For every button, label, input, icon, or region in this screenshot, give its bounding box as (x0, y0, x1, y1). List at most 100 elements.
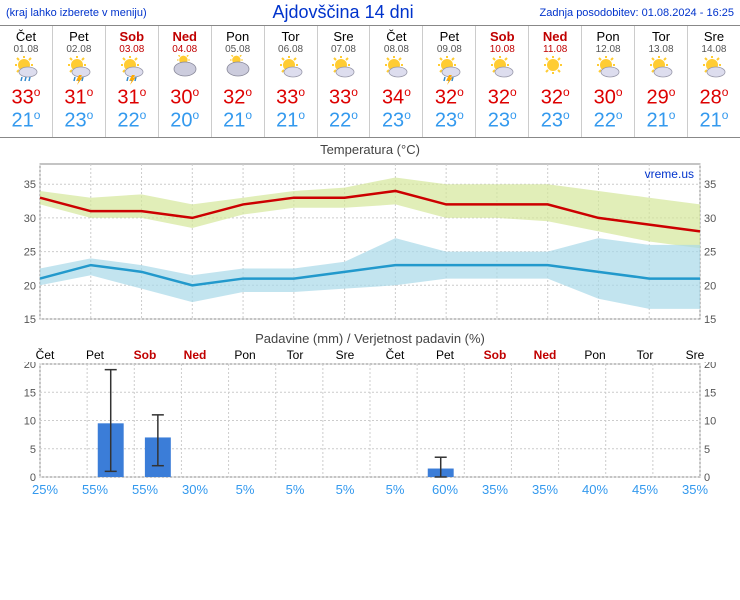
day-date: 01.08 (0, 44, 52, 55)
temp-high: 32o (212, 85, 264, 110)
temp-low: 21o (688, 108, 740, 133)
svg-text:25: 25 (24, 247, 36, 259)
day-name: Ned (159, 29, 211, 44)
precip-chart-title: Padavine (mm) / Verjetnost padavin (%) (10, 331, 730, 346)
weather-icon (106, 55, 158, 85)
svg-text:20: 20 (24, 362, 36, 371)
day-column: Pet 02.08 31o 23o (53, 26, 106, 137)
forecast-strip: Čet 01.08 33o 21o Pet 02.08 31o 23o Sob … (0, 26, 740, 137)
svg-text:20: 20 (704, 362, 716, 371)
day-name: Sre (688, 29, 740, 44)
temp-low: 23o (370, 108, 422, 133)
day-name: Sre (318, 29, 370, 44)
day-column: Tor 06.08 33o 21o (265, 26, 318, 137)
precip-probability: 60% (420, 482, 470, 497)
temp-low: 22o (318, 108, 370, 133)
precip-probability: 55% (120, 482, 170, 497)
day-date: 14.08 (688, 44, 740, 55)
weather-icon (582, 55, 634, 85)
temp-high: 33o (0, 85, 52, 110)
weather-icon (476, 55, 528, 85)
day-date: 07.08 (318, 44, 370, 55)
temp-low: 22o (582, 108, 634, 133)
svg-text:15: 15 (704, 314, 716, 326)
temperature-chart-section: Temperatura (°C) 15152020252530303535vre… (0, 138, 740, 329)
precip-probability: 5% (320, 482, 370, 497)
precip-day-label: Tor (620, 348, 670, 362)
day-name: Sob (106, 29, 158, 44)
day-name: Čet (0, 29, 52, 44)
svg-text:35: 35 (704, 180, 716, 192)
day-date: 13.08 (635, 44, 687, 55)
precip-probability: 25% (20, 482, 70, 497)
precip-chart: 0055101015152020 (10, 362, 730, 482)
day-column: Sre 07.08 33o 22o (318, 26, 371, 137)
weather-icon (159, 55, 211, 85)
day-date: 10.08 (476, 44, 528, 55)
temp-high: 31o (53, 85, 105, 110)
svg-text:15: 15 (24, 388, 36, 400)
svg-text:15: 15 (24, 314, 36, 326)
day-date: 11.08 (529, 44, 581, 55)
svg-text:10: 10 (704, 416, 716, 428)
temp-high: 31o (106, 85, 158, 110)
day-name: Pet (423, 29, 475, 44)
precip-day-label: Sre (320, 348, 370, 362)
temp-high: 28o (688, 85, 740, 110)
svg-text:5: 5 (704, 444, 710, 456)
svg-text:35: 35 (24, 180, 36, 192)
precip-probability: 35% (470, 482, 520, 497)
day-column: Ned 04.08 30o 20o (159, 26, 212, 137)
svg-text:20: 20 (24, 281, 36, 293)
day-column: Pon 12.08 30o 22o (582, 26, 635, 137)
day-name: Tor (265, 29, 317, 44)
precip-chart-section: Padavine (mm) / Verjetnost padavin (%) Č… (0, 329, 740, 497)
svg-text:30: 30 (704, 213, 716, 225)
temp-low: 23o (529, 108, 581, 133)
temp-high: 33o (265, 85, 317, 110)
precip-probability: 35% (670, 482, 720, 497)
page-title: Ajdovščina 14 dni (273, 2, 414, 23)
weather-icon (212, 55, 264, 85)
precip-day-label: Čet (20, 348, 70, 362)
temp-low: 23o (53, 108, 105, 133)
day-date: 12.08 (582, 44, 634, 55)
weather-icon (529, 55, 581, 85)
day-date: 03.08 (106, 44, 158, 55)
precip-day-label: Sob (120, 348, 170, 362)
day-name: Sob (476, 29, 528, 44)
svg-text:25: 25 (704, 247, 716, 259)
last-updated: Zadnja posodobitev: 01.08.2024 - 16:25 (540, 7, 734, 19)
weather-icon (635, 55, 687, 85)
precip-prob-row: 25%55%55%30%5%5%5%5%60%35%35%40%45%35% (10, 482, 730, 497)
svg-text:15: 15 (704, 388, 716, 400)
day-name: Tor (635, 29, 687, 44)
precip-day-label: Tor (270, 348, 320, 362)
day-date: 04.08 (159, 44, 211, 55)
precip-probability: 30% (170, 482, 220, 497)
day-column: Čet 01.08 33o 21o (0, 26, 53, 137)
precip-day-label: Čet (370, 348, 420, 362)
day-name: Pet (53, 29, 105, 44)
day-column: Ned 11.08 32o 23o (529, 26, 582, 137)
temp-high: 32o (476, 85, 528, 110)
day-date: 05.08 (212, 44, 264, 55)
temp-low: 21o (212, 108, 264, 133)
weather-icon (265, 55, 317, 85)
temp-low: 21o (265, 108, 317, 133)
temp-low: 23o (476, 108, 528, 133)
precip-probability: 5% (370, 482, 420, 497)
day-date: 06.08 (265, 44, 317, 55)
precip-day-label: Pet (420, 348, 470, 362)
precip-day-row: ČetPetSobNedPonTorSreČetPetSobNedPonTorS… (10, 348, 730, 362)
menu-hint: (kraj lahko izberete v meniju) (6, 7, 147, 19)
temp-low: 21o (0, 108, 52, 133)
precip-day-label: Sre (670, 348, 720, 362)
precip-day-label: Pon (220, 348, 270, 362)
temp-low: 20o (159, 108, 211, 133)
precip-probability: 55% (70, 482, 120, 497)
temp-high: 30o (582, 85, 634, 110)
temp-low: 23o (423, 108, 475, 133)
precip-probability: 45% (620, 482, 670, 497)
temperature-chart: 15152020252530303535vreme.us (10, 159, 730, 329)
